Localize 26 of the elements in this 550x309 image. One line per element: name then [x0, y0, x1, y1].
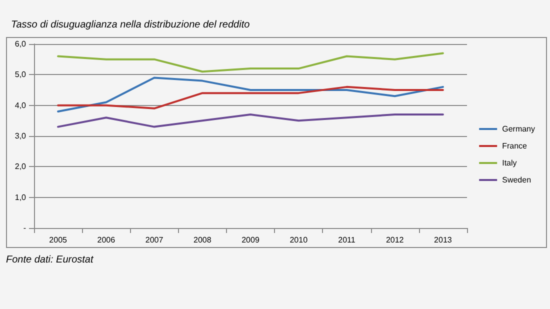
y-tick-label: 5,0 [14, 70, 27, 80]
x-tick-label: 2011 [338, 236, 356, 244]
line-series [57, 52, 444, 73]
chart-title: Tasso di disuguaglianza nella distribuzione del reddito [11, 20, 250, 30]
y-tick-label: 4,0 [14, 100, 27, 110]
x-tick-label: 2009 [242, 236, 260, 244]
x-tick-label: 2007 [145, 236, 164, 244]
x-tick-label: 2013 [434, 236, 452, 244]
y-tick-label: 2,0 [14, 162, 27, 172]
x-tick-label: 2010 [290, 236, 308, 244]
line-series [57, 86, 444, 110]
legend-label: France [502, 142, 528, 150]
x-tick-label: 2008 [193, 236, 212, 244]
line-series [57, 76, 444, 112]
y-tick-label: 6,0 [14, 40, 27, 48]
y-tick-label: 1,0 [14, 192, 27, 202]
y-tick-label: - [23, 224, 26, 232]
y-tick-label: 3,0 [14, 132, 27, 140]
legend-label: Italy [502, 158, 517, 168]
legend-label: Sweden [502, 176, 532, 184]
x-tick-label: 2012 [386, 236, 404, 244]
legend-label: Germany [502, 124, 536, 134]
x-tick-label: 2006 [97, 236, 116, 244]
line-series [57, 114, 444, 128]
x-tick-label: 2005 [49, 236, 68, 244]
source-note: Fonte dati: Eurostat [6, 254, 94, 266]
